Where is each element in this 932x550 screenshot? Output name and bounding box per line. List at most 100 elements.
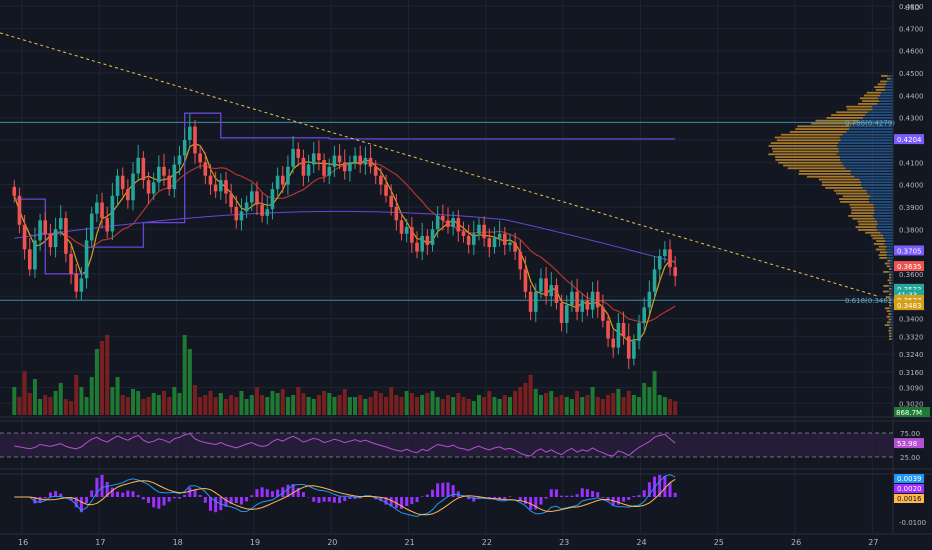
vp-bar-down <box>874 243 885 245</box>
price-tick-label: 0.3090 <box>899 385 924 393</box>
vp-bar-up <box>880 95 893 97</box>
vp-bar-down <box>864 95 880 97</box>
time-tick-label: 24 <box>636 538 646 547</box>
macd-hist-bar <box>446 483 449 497</box>
vp-bar-down <box>889 293 891 295</box>
candle-body <box>627 336 631 358</box>
volume-bar <box>405 391 409 415</box>
macd-hist-bar <box>271 491 274 497</box>
vp-bar-down <box>889 327 891 329</box>
vp-bar-down <box>768 153 837 155</box>
volume-bar <box>461 397 465 415</box>
candle-body <box>260 205 264 216</box>
vp-bar-down <box>885 263 890 265</box>
vp-bar-down <box>889 333 891 335</box>
macd-hist-bar <box>328 497 331 502</box>
macd-hist-bar <box>245 497 248 501</box>
vp-bar-up <box>889 263 893 265</box>
vp-bar-up <box>872 106 893 108</box>
vp-bar-up <box>883 235 893 237</box>
volume-bar <box>498 399 502 415</box>
vp-bar-down <box>883 271 888 273</box>
volume-bar <box>203 395 207 415</box>
candle-body <box>488 238 492 247</box>
macd-hist-bar <box>436 483 439 497</box>
macd-hist-bar <box>410 497 413 504</box>
volume-bar <box>327 393 331 415</box>
candle-body <box>240 211 244 220</box>
candle-body <box>317 153 321 160</box>
price-tick-label: 0.3400 <box>899 316 924 324</box>
candle-body <box>95 202 99 213</box>
macd-hist-bar <box>137 495 140 497</box>
macd-tick-label: -0.0100 <box>899 519 926 527</box>
vp-bar-down <box>778 162 841 164</box>
volume-bar <box>534 389 538 415</box>
volume-bar <box>596 397 600 415</box>
macd-hist-bar <box>674 493 677 497</box>
volume-bar <box>358 395 362 415</box>
candle-body <box>513 243 517 252</box>
volume-bar <box>147 397 151 415</box>
vp-bar-down <box>881 75 888 77</box>
rsi-tag-text: 53.98 <box>897 440 917 448</box>
candle-body <box>617 323 621 348</box>
volume-bar <box>322 391 326 415</box>
vp-bar-down <box>889 274 891 276</box>
candle-body <box>503 234 507 245</box>
vp-bar-up <box>888 75 893 77</box>
time-tick-label: 21 <box>405 538 415 547</box>
candle-body <box>302 158 306 176</box>
vp-bar-down <box>873 237 884 239</box>
candle-body <box>441 216 445 220</box>
candle-body <box>389 196 393 207</box>
vp-bar-down <box>851 212 874 214</box>
candle-body <box>431 229 435 245</box>
macd-hist-bar <box>472 497 475 502</box>
volume-bar <box>663 397 667 415</box>
candle-body <box>524 269 528 291</box>
volume-bar <box>369 397 373 415</box>
candle-body <box>131 173 135 200</box>
price-tick-label: 0.4600 <box>899 48 924 56</box>
vp-bar-down <box>871 235 883 237</box>
vp-bar-down <box>852 209 875 211</box>
vp-bar-up <box>838 142 893 144</box>
time-tick-label: 26 <box>791 538 801 547</box>
macd-hist-bar <box>565 496 568 497</box>
price-tick-label: 0.4000 <box>899 182 924 190</box>
volume-bar <box>69 401 73 415</box>
price-tick-label: 0.3600 <box>899 271 924 279</box>
volume-bar <box>554 397 558 415</box>
vp-bar-down <box>852 218 874 220</box>
vp-bar-down <box>858 221 877 223</box>
volume-bar <box>286 397 290 415</box>
macd-hist-bar <box>348 497 351 499</box>
volume-bar <box>59 383 63 415</box>
macd-hist-bar <box>163 497 166 505</box>
vp-bar-down <box>889 335 891 337</box>
vp-bar-up <box>849 128 893 130</box>
vp-bar-down <box>889 268 891 270</box>
vp-bar-down <box>885 324 890 326</box>
vp-bar-down <box>848 215 873 217</box>
price-tick-label: 0.3240 <box>899 351 924 359</box>
vp-bar-down <box>775 159 840 161</box>
macd-hist-bar <box>669 483 672 497</box>
volume-bar <box>332 397 336 415</box>
vp-bar-up <box>874 212 893 214</box>
macd-tag-text: 0.0020 <box>897 485 922 493</box>
volume-bar <box>389 387 393 415</box>
vp-bar-down <box>822 184 861 186</box>
vp-bar-down <box>880 251 887 253</box>
vp-bar-up <box>867 193 893 195</box>
volume-bar <box>193 385 197 415</box>
candle-body <box>286 167 290 185</box>
candle-body <box>544 278 548 296</box>
macd-hist-bar <box>457 491 460 497</box>
vp-bar-up <box>846 167 893 169</box>
macd-hist-bar <box>405 497 408 506</box>
vp-bar-down <box>856 226 877 228</box>
